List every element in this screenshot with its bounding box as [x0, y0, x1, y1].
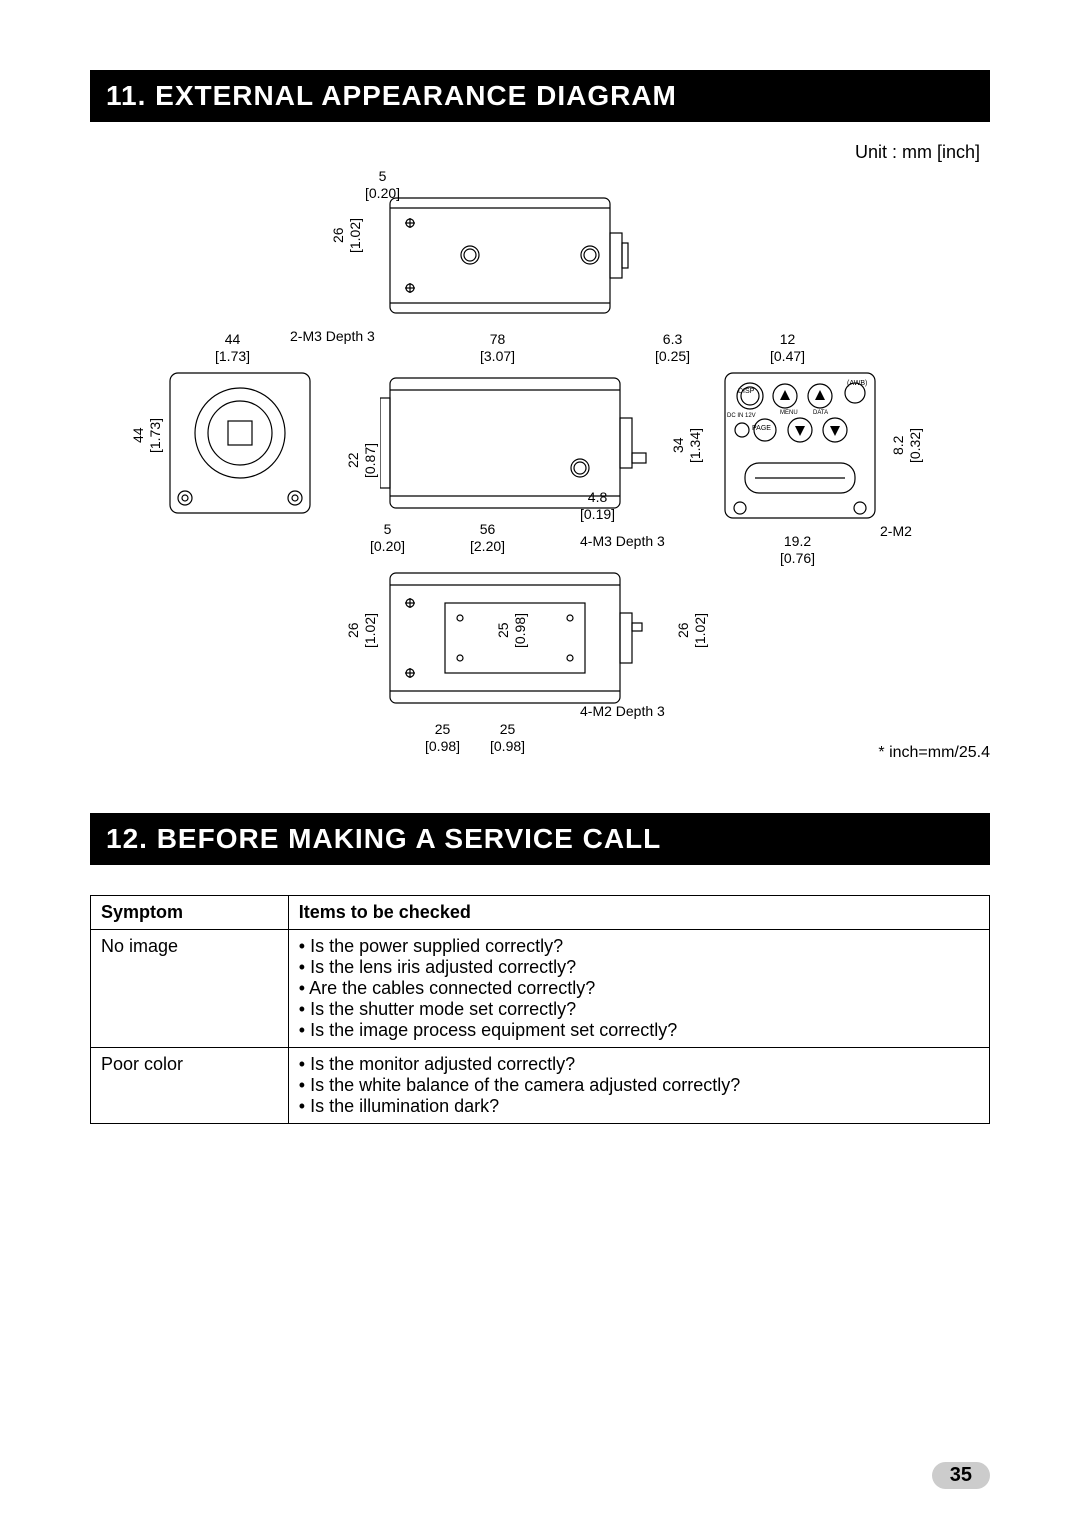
inch-footnote: * inch=mm/25.4	[878, 743, 990, 762]
dim-63: 6.3[0.25]	[655, 331, 690, 365]
dc-label: DC IN 12V	[727, 413, 756, 420]
dim-5-top: 5[0.20]	[365, 168, 400, 202]
m2-label: 2-M2	[880, 523, 912, 540]
section-11-header: 11. EXTERNAL APPEARANCE DIAGRAM	[90, 70, 990, 122]
side-view-svg	[380, 368, 660, 518]
dim-5b: 5[0.20]	[370, 521, 405, 555]
menu-label: MENU	[780, 410, 798, 417]
disp-label: DISP	[738, 388, 754, 396]
page-label-btn: PAGE	[752, 425, 771, 433]
dim-25a: 25[0.98]	[495, 613, 529, 648]
dim-192: 19.2[0.76]	[780, 533, 815, 567]
dim-56: 56[2.20]	[470, 521, 505, 555]
service-table: Symptom Items to be checked No image • I…	[90, 895, 990, 1124]
front-view-svg	[165, 368, 315, 518]
m2-bottom-label: 4-M2 Depth 3	[580, 703, 665, 720]
items-cell: • Is the power supplied correctly? • Is …	[288, 930, 989, 1048]
awb-label: (AWB)	[847, 380, 867, 388]
section-12-header: 12. BEFORE MAKING A SERVICE CALL	[90, 813, 990, 865]
dim-26a: 26[1.02]	[330, 218, 364, 253]
table-row: No image • Is the power supplied correct…	[91, 930, 990, 1048]
top-view-svg	[380, 188, 640, 323]
dim-44w: 44[1.73]	[215, 331, 250, 365]
dim-78: 78[3.07]	[480, 331, 515, 365]
m3-bottom-label: 4-M3 Depth 3	[580, 533, 665, 550]
items-cell: • Is the monitor adjusted correctly? • I…	[288, 1048, 989, 1124]
symptom-cell: Poor color	[91, 1048, 289, 1124]
m3-top-label: 2-M3 Depth 3	[290, 328, 375, 345]
dim-26c: 26[1.02]	[675, 613, 709, 648]
external-appearance-diagram: 5[0.20] 26[1.02] 2-M3 Depth 3 44[1.73] 4…	[90, 173, 990, 773]
dim-82: 8.2[0.32]	[890, 428, 924, 463]
page-number: 35	[932, 1462, 990, 1489]
dim-26b: 26[1.02]	[345, 613, 379, 648]
dim-25c: 25[0.98]	[490, 721, 525, 755]
dim-34: 34[1.34]	[670, 428, 704, 463]
symptom-cell: No image	[91, 930, 289, 1048]
col-symptom: Symptom	[91, 896, 289, 930]
dim-22: 22[0.87]	[345, 443, 379, 478]
dim-12: 12[0.47]	[770, 331, 805, 365]
col-items: Items to be checked	[288, 896, 989, 930]
dim-44h: 44[1.73]	[130, 418, 164, 453]
table-row: Poor color • Is the monitor adjusted cor…	[91, 1048, 990, 1124]
dim-48: 4.8[0.19]	[580, 489, 615, 523]
dim-25b: 25[0.98]	[425, 721, 460, 755]
data-label: DATA	[813, 410, 828, 417]
unit-label: Unit : mm [inch]	[90, 142, 980, 163]
